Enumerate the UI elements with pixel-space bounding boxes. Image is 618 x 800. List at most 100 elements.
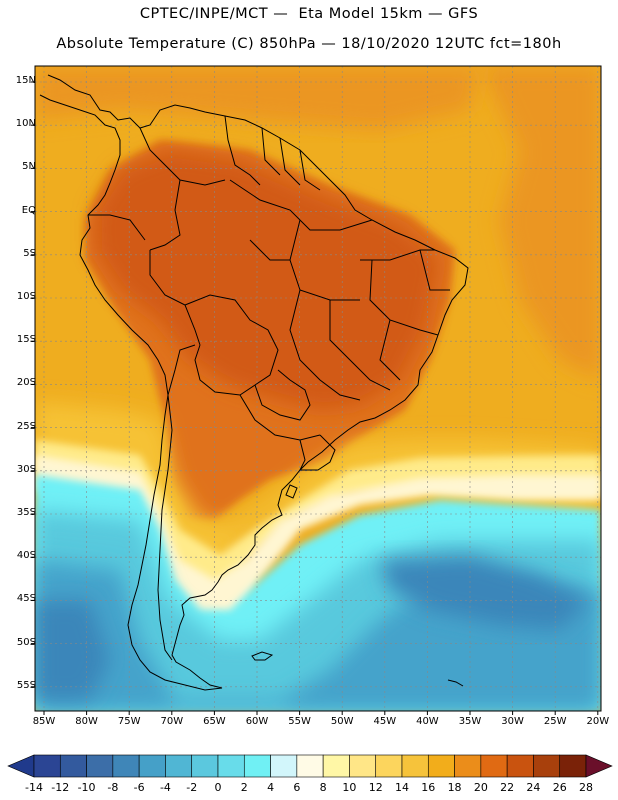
- lat-label: 15N: [15, 75, 36, 86]
- colorbar-label: 2: [240, 781, 248, 794]
- border-chile-argentina: [157, 394, 173, 661]
- temperature-field: [35, 66, 601, 711]
- colorbar-label: 6: [293, 781, 301, 794]
- brazil-states: [229, 179, 450, 401]
- lat-label: EQ: [21, 204, 36, 216]
- border-peru-brazil: [149, 250, 201, 346]
- coastlines-and-borders: [39, 74, 469, 691]
- border-ecuador-peru: [88, 214, 146, 241]
- colorbar-swatch: [243, 754, 271, 778]
- lon-label: 45W: [373, 716, 397, 727]
- colorbar-label: 20: [473, 781, 488, 794]
- border-paraguay: [254, 369, 311, 421]
- colorbar-label: 28: [579, 781, 593, 794]
- map-frame: [34, 65, 602, 712]
- field-blue-dark: [380, 555, 590, 630]
- lat-label: 5N: [22, 161, 36, 173]
- colorbar-swatch: [401, 754, 429, 778]
- colorbar-label: 22: [500, 781, 515, 794]
- colorbar-swatch: [138, 754, 166, 778]
- colorbar-label: -6: [133, 781, 145, 794]
- colorbar-label: 26: [552, 781, 567, 794]
- lat-label: 15S: [16, 334, 36, 346]
- colorbar-label: 16: [421, 781, 436, 794]
- map-title-line1: CPTEC/INPE/MCT — Eta Model 15km — GFS: [139, 6, 479, 22]
- colorbar-swatch: [59, 754, 87, 778]
- colorbar-swatch: [454, 754, 482, 778]
- border-guianas: [261, 127, 321, 191]
- border-argentina-paraguay: [239, 394, 321, 441]
- colorbar-swatch: [349, 754, 377, 778]
- field-ocean-orange-band: [480, 66, 601, 380]
- colorbar-swatch: [322, 754, 350, 778]
- colorbar-label: 18: [447, 781, 462, 794]
- graticule: [35, 66, 601, 711]
- lon-label: 70W: [160, 716, 184, 727]
- falklands: [251, 651, 274, 661]
- border-colombia-brazil: [149, 179, 181, 251]
- lat-label: 40S: [16, 550, 36, 562]
- continent-outline: [39, 74, 469, 691]
- lat-label: 45S: [16, 593, 36, 605]
- colorbar-swatch: [86, 754, 114, 778]
- colorbar-swatch: [533, 754, 561, 778]
- lon-label: 75W: [117, 716, 141, 727]
- border-bolivia: [184, 294, 279, 396]
- lat-label: 5S: [23, 247, 36, 259]
- border-argentina-uruguay: [299, 439, 306, 471]
- field-land-hot: [95, 150, 440, 410]
- lat-label: 35S: [16, 507, 36, 518]
- colorbar-over-arrow: [585, 754, 613, 778]
- colorbar-swatch: [559, 754, 587, 778]
- colorbar-swatch: [480, 754, 508, 778]
- colorbar-swatch: [165, 754, 193, 778]
- lon-label: 85W: [32, 716, 56, 727]
- colorbar-label: 8: [319, 781, 327, 794]
- border-uruguay: [300, 434, 336, 471]
- colorbar-swatch: [506, 754, 534, 778]
- lat-label: 25S: [16, 420, 36, 432]
- lat-label: 10S: [16, 291, 36, 302]
- colorbar-swatch: [33, 754, 61, 778]
- lon-label: 65W: [203, 716, 226, 727]
- colorbar-label: 0: [214, 781, 222, 794]
- colorbar-label: -4: [159, 781, 171, 794]
- colorbar-label: -8: [107, 781, 119, 794]
- field-blue-dark-west: [35, 600, 110, 700]
- lon-label: 25W: [543, 716, 567, 727]
- border-chile-bolivia: [167, 344, 196, 396]
- lat-label: 50S: [16, 636, 36, 648]
- colorbar-label: 12: [368, 781, 383, 794]
- lat-label: 20S: [16, 377, 36, 389]
- lon-label: 60W: [245, 716, 269, 727]
- colorbar-swatch: [112, 754, 140, 778]
- axis-ticks: [31, 81, 599, 715]
- colorbar-label: -2: [186, 781, 198, 794]
- colorbar-swatch: [191, 754, 219, 778]
- colorbar-swatch: [427, 754, 455, 778]
- lon-label: 55W: [288, 716, 311, 727]
- colorbar: [7, 754, 613, 778]
- map-title-line2: Absolute Temperature (C) 850hPa — 18/10/…: [56, 36, 562, 52]
- south-georgia: [447, 679, 464, 687]
- lon-label: 50W: [330, 716, 354, 727]
- colorbar-swatch: [270, 754, 298, 778]
- colorbar-swatch: [296, 754, 324, 778]
- lat-label: 30S: [16, 463, 36, 475]
- lon-label: 80W: [75, 716, 98, 727]
- colorbar-label: -14: [25, 781, 43, 794]
- border-colombia-venezuela: [139, 127, 226, 186]
- border-venezuela-guyana: [224, 115, 261, 186]
- lon-label: 40W: [416, 716, 439, 727]
- colorbar-label: 10: [342, 781, 357, 794]
- lat-label: 10N: [15, 118, 36, 130]
- colorbar-label: -12: [51, 781, 70, 794]
- lat-label: 55S: [16, 679, 36, 691]
- colorbar-under-arrow: [7, 754, 35, 778]
- lon-label: 35W: [458, 716, 482, 727]
- colorbar-swatch: [375, 754, 403, 778]
- colorbar-label: 14: [395, 781, 409, 794]
- colorbar-label: 4: [267, 781, 275, 794]
- lon-label: 30W: [501, 716, 524, 727]
